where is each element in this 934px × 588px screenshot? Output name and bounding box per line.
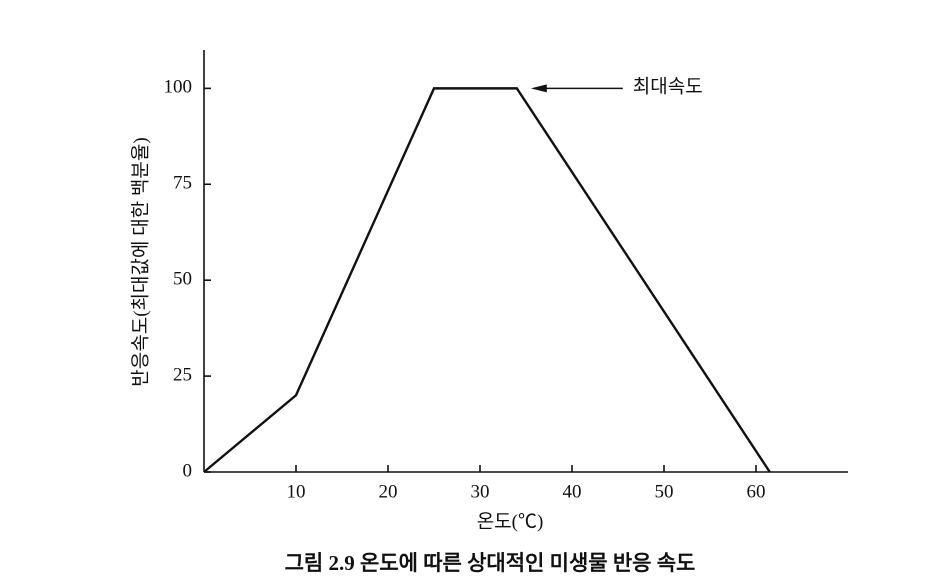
chart-title: 그림 2.9 온도에 따른 상대적인 미생물 반응 속도 xyxy=(285,551,696,575)
annotation-arrowhead xyxy=(530,84,547,93)
annotation: 최대속도 xyxy=(633,76,703,98)
data-line xyxy=(203,87,771,473)
x-tick-label: 60 xyxy=(747,481,766,502)
x-axis-label: 온도(℃) xyxy=(477,511,544,532)
y-tick-label: 50 xyxy=(173,269,192,290)
x-tick-label: 30 xyxy=(471,481,490,502)
y-tick-label: 100 xyxy=(164,77,193,98)
y-tick-label: 25 xyxy=(173,364,192,385)
y-axis-label: 반응속도(최대값에 대한 백분율) xyxy=(129,137,151,386)
x-tick-label: 50 xyxy=(655,481,674,502)
x-tick-label: 10 xyxy=(287,481,306,502)
x-tick-label: 40 xyxy=(563,481,582,502)
y-tick-label: 0 xyxy=(183,460,193,481)
x-tick-label: 20 xyxy=(379,481,398,502)
y-tick-label: 75 xyxy=(173,173,192,194)
